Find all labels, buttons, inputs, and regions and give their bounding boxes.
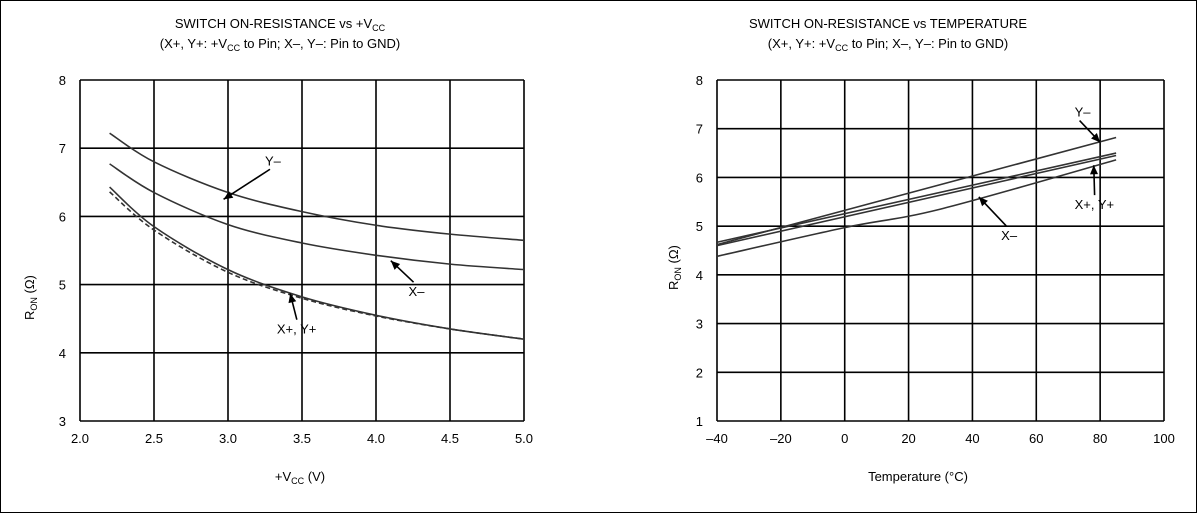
chart-vcc: SWITCH ON-RESISTANCE vs +VCC (X+, Y+: +V… (0, 0, 560, 512)
annotation-label: X+, Y+ (1075, 197, 1115, 212)
y-tick-label: 6 (696, 170, 703, 185)
y-tick-label: 8 (696, 73, 703, 88)
arrow-head (223, 191, 234, 200)
x-tick-label: 4.5 (441, 431, 459, 446)
arrow-head (1090, 165, 1099, 175)
plot-area: 2.0 2.5 3.0 3.5 4.0 4.5 5.0 3 4 5 6 7 8 Y– X– X+, Y+ (59, 73, 533, 446)
y-tick-label: 6 (59, 209, 66, 224)
series-line (716, 159, 1117, 258)
y-tick-label: 3 (59, 414, 66, 429)
x-tick-label: 4.0 (367, 431, 385, 446)
arrow-head (1091, 133, 1101, 143)
y-tick-label: 3 (696, 317, 703, 332)
series-line (109, 191, 525, 340)
y-tick-label: 5 (59, 278, 66, 293)
x-tick-label: 100 (1153, 431, 1175, 446)
series-line (716, 154, 1117, 247)
y-tick-label: 4 (59, 346, 66, 361)
x-tick-label: 0 (841, 431, 848, 446)
x-tick-label: –40 (706, 431, 728, 446)
series-line (109, 163, 525, 271)
y-tick-label: 5 (696, 219, 703, 234)
y-tick-label: 1 (696, 414, 703, 429)
x-tick-label: 3.0 (219, 431, 237, 446)
y-tick-label: 8 (59, 73, 66, 88)
plot-area: –40 –20 0 20 40 60 80 100 1 2 3 4 5 6 7 8 Y– X+, Y+ X– (696, 73, 1175, 446)
y-tick-label: 7 (59, 141, 66, 156)
y-axis-label: RON (Ω) (22, 275, 39, 320)
arrow-head (978, 196, 988, 207)
chart-title: SWITCH ON-RESISTANCE vs +VCC (174, 16, 386, 33)
x-axis-label: +VCC (V) (274, 469, 326, 486)
chart-subtitle: (X+, Y+: +VCC to Pin; X–, Y–: Pin to GND… (159, 36, 401, 53)
x-axis-label: Temperature (°C) (868, 469, 968, 484)
x-tick-label: 3.5 (293, 431, 311, 446)
y-axis-label: RON (Ω) (666, 245, 683, 290)
x-tick-label: 2.0 (71, 431, 89, 446)
chart-title: SWITCH ON-RESISTANCE vs TEMPERATURE (748, 16, 1028, 31)
annotation-arrow (223, 168, 271, 201)
annotation-label: Y– (265, 153, 282, 168)
chart-subtitle: (X+, Y+: +VCC to Pin; X–, Y–: Pin to GND… (767, 36, 1009, 53)
annotation-label: X– (1001, 228, 1018, 243)
arrow-head (390, 260, 401, 270)
y-tick-label: 7 (696, 122, 703, 137)
x-tick-label: 60 (1029, 431, 1043, 446)
annotation-label: X+, Y+ (277, 322, 317, 337)
series-line (109, 132, 525, 242)
x-tick-label: 2.5 (145, 431, 163, 446)
x-tick-label: –20 (770, 431, 792, 446)
x-tick-label: 5.0 (515, 431, 533, 446)
x-tick-label: 40 (965, 431, 979, 446)
series-line (716, 152, 1117, 243)
x-tick-label: 80 (1093, 431, 1107, 446)
annotation-label: Y– (1075, 105, 1092, 120)
annotation-label: X– (409, 284, 426, 299)
series-line (109, 186, 525, 340)
y-tick-label: 2 (696, 365, 703, 380)
arrow-head (288, 293, 297, 304)
chart-temperature: SWITCH ON-RESISTANCE vs TEMPERATURE (X+,… (598, 0, 1196, 512)
y-tick-label: 4 (696, 268, 703, 283)
x-tick-label: 20 (901, 431, 915, 446)
